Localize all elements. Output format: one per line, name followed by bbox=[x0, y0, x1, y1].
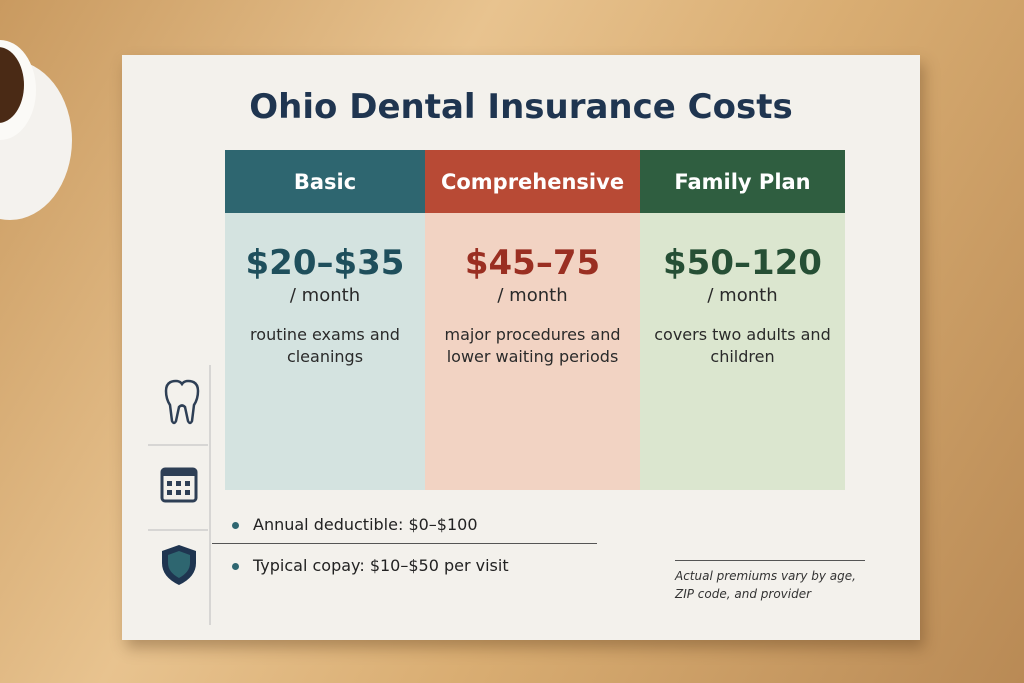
plan-description: routine exams and cleanings bbox=[250, 325, 400, 367]
card: Ohio Dental Insurance Costs Annual deduc… bbox=[122, 55, 920, 640]
plan-description: major procedures and lower waiting perio… bbox=[444, 325, 621, 367]
plan-column: Basic $20–$35/ month routine exams and cle… bbox=[225, 150, 425, 490]
footnote: Actual premiums vary by age, ZIP code, a… bbox=[675, 560, 865, 603]
plan-description: covers two adults and children bbox=[654, 325, 831, 367]
plan-price: $20–$35 bbox=[245, 243, 405, 283]
detail-bullet: Annual deductible: $0–$100 bbox=[232, 515, 478, 534]
plan-name: Basic bbox=[225, 150, 425, 213]
plan-price: $50–120 bbox=[663, 243, 822, 283]
plan-name: Family Plan bbox=[640, 150, 845, 213]
title: Ohio Dental Insurance Costs bbox=[249, 87, 793, 127]
divider bbox=[212, 543, 597, 544]
icon-sidebar bbox=[148, 365, 211, 625]
coffee-cup bbox=[0, 40, 72, 220]
plan-period: / month bbox=[497, 285, 568, 306]
plan-period: / month bbox=[707, 285, 778, 306]
plan-column: Family Plan $50–120/ month covers two adul… bbox=[640, 150, 845, 490]
detail-bullet: Typical copay: $10–$50 per visit bbox=[232, 556, 509, 575]
plan-period: / month bbox=[289, 285, 361, 306]
plan-name: Comprehensive bbox=[425, 150, 640, 213]
plan-column: Comprehensive $45–75/ month major procedur… bbox=[425, 150, 640, 490]
plan-price: $45–75 bbox=[464, 243, 601, 283]
